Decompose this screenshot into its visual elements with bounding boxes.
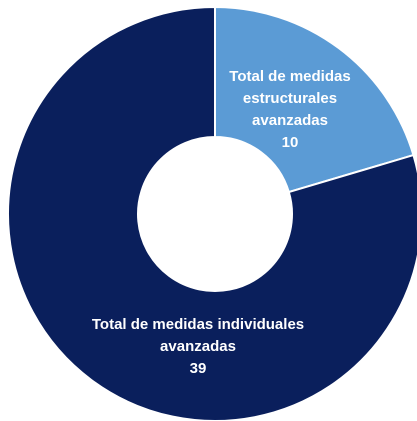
- segment-value: 10: [281, 134, 299, 151]
- donut-segment: [214, 5, 415, 194]
- segment-label: Total de medidas individuales avanzadas: [91, 316, 305, 355]
- segment-value: 39: [189, 360, 207, 377]
- donut-segment: [7, 5, 417, 421]
- segment-label: Total de medidas estructurales avanzadas: [229, 68, 351, 129]
